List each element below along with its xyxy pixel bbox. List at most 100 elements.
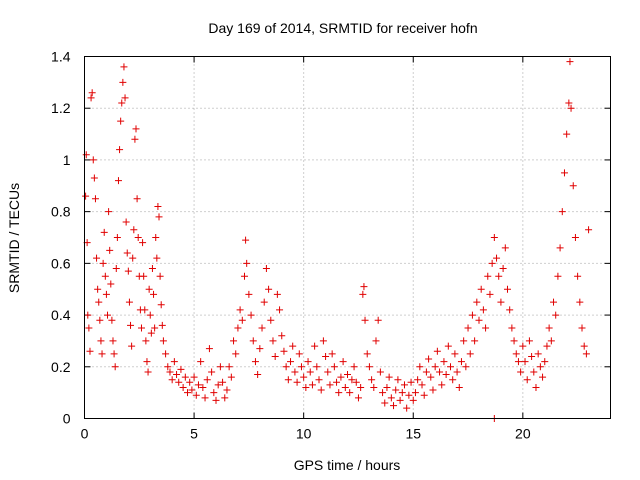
data-point — [91, 195, 99, 203]
data-point — [289, 342, 297, 350]
y-tick-label: 0.6 — [51, 255, 71, 271]
data-point — [398, 389, 406, 397]
data-point — [497, 298, 505, 306]
data-point — [447, 363, 455, 371]
data-point — [374, 316, 382, 324]
data-point — [240, 272, 248, 280]
data-point — [156, 272, 164, 280]
data-point — [400, 381, 408, 389]
data-point — [547, 337, 555, 345]
data-point — [192, 391, 200, 399]
data-point — [112, 265, 120, 273]
data-point — [122, 218, 130, 226]
data-point — [99, 259, 107, 267]
data-point — [585, 226, 593, 234]
data-point — [208, 368, 216, 376]
data-point — [131, 135, 139, 143]
data-point — [365, 363, 373, 371]
data-point — [324, 368, 332, 376]
data-point — [145, 285, 153, 293]
data-point — [560, 169, 568, 177]
data-point — [147, 329, 155, 337]
data-point — [90, 174, 98, 182]
data-point — [227, 373, 235, 381]
data-point — [110, 350, 118, 358]
data-point — [554, 272, 562, 280]
data-point — [97, 337, 105, 345]
data-point — [273, 290, 281, 298]
data-point — [308, 381, 316, 389]
data-point — [464, 324, 472, 332]
data-point — [267, 316, 275, 324]
data-point — [118, 99, 126, 107]
data-point — [385, 373, 393, 381]
data-point — [203, 376, 211, 384]
data-point — [425, 355, 433, 363]
data-point — [468, 311, 476, 319]
axis-ticks: 0 5 10 15 20 0 0.2 0.4 0.6 0.8 1 1.2 1.4 — [51, 49, 611, 442]
data-point — [205, 345, 213, 353]
data-point — [569, 182, 577, 190]
data-point — [101, 272, 109, 280]
data-point — [170, 358, 178, 366]
data-point — [87, 94, 95, 102]
data-point — [108, 316, 116, 324]
data-point — [96, 316, 104, 324]
data-point — [471, 337, 479, 345]
data-point — [556, 244, 564, 252]
data-point — [414, 376, 422, 384]
data-point — [387, 394, 395, 402]
data-point — [221, 394, 229, 402]
data-point — [372, 337, 380, 345]
data-point — [106, 246, 114, 254]
data-point — [379, 389, 387, 397]
data-point — [216, 363, 224, 371]
data-point — [543, 342, 551, 350]
data-point — [503, 285, 511, 293]
data-point — [431, 363, 439, 371]
data-point — [254, 371, 262, 379]
x-tick-label: 15 — [405, 426, 421, 442]
data-point — [306, 368, 314, 376]
data-point — [148, 265, 156, 273]
data-point — [168, 376, 176, 384]
data-point — [94, 285, 102, 293]
data-point — [105, 208, 113, 216]
data-point — [519, 342, 527, 350]
data-point — [416, 363, 424, 371]
data-point — [153, 254, 161, 262]
data-point — [566, 58, 574, 66]
data-point — [451, 350, 459, 358]
data-point — [107, 280, 115, 288]
x-tick-label: 0 — [81, 426, 89, 442]
data-point — [313, 363, 321, 371]
data-point — [508, 324, 516, 332]
data-point — [396, 396, 404, 404]
data-point — [175, 378, 183, 386]
data-point — [123, 249, 131, 257]
data-point — [352, 378, 360, 386]
data-point — [225, 363, 233, 371]
data-point — [488, 259, 496, 267]
data-point — [214, 381, 222, 389]
data-point — [482, 324, 490, 332]
data-point — [368, 376, 376, 384]
data-point — [144, 368, 152, 376]
data-point — [438, 381, 446, 389]
data-point — [134, 234, 142, 241]
data-point — [311, 342, 319, 350]
data-point — [517, 368, 525, 376]
y-axis-label: SRMTID / TECUs — [6, 183, 22, 293]
data-point — [243, 259, 251, 267]
data-point — [93, 254, 101, 262]
data-point — [100, 228, 108, 236]
data-point — [82, 151, 90, 159]
data-point — [124, 267, 132, 275]
data-point — [539, 373, 547, 381]
data-point — [582, 350, 590, 358]
data-point — [133, 195, 141, 203]
data-point — [190, 373, 198, 381]
data-point — [181, 373, 189, 381]
data-point — [339, 358, 347, 366]
data-point — [326, 381, 334, 389]
